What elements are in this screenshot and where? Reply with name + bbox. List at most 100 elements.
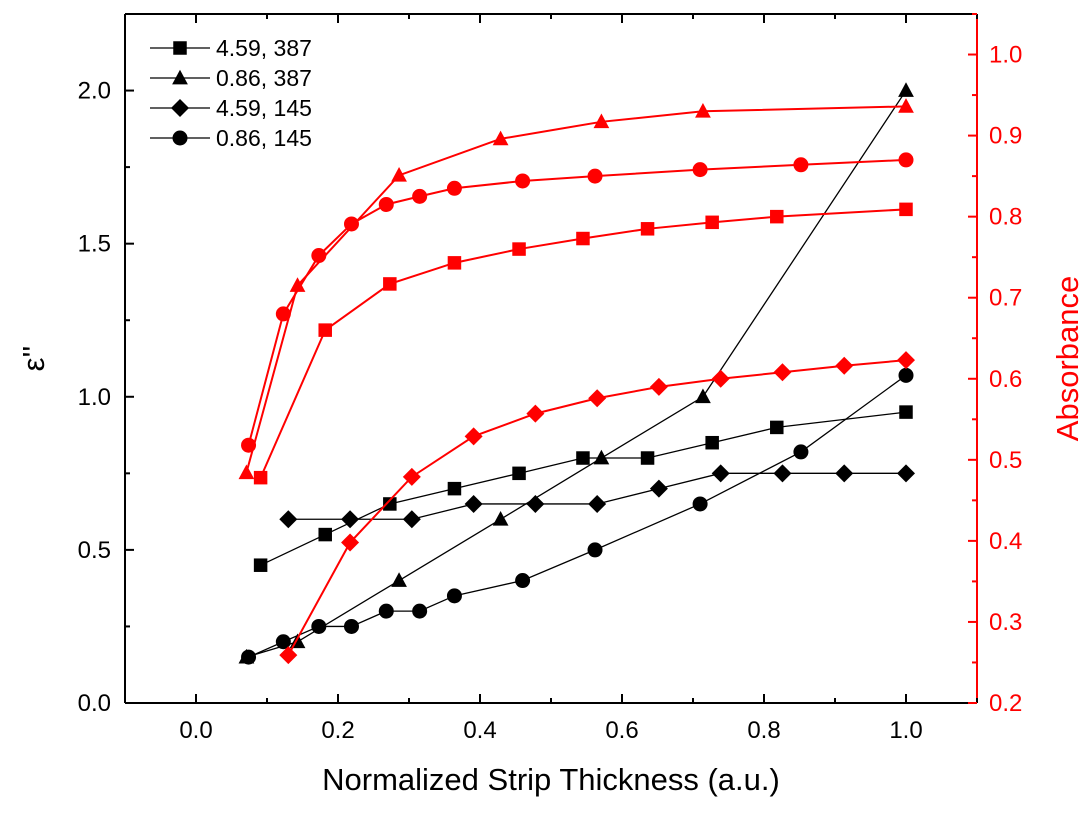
y-left-tick-label: 0.0 — [78, 690, 111, 717]
legend-marker — [171, 99, 189, 117]
legend-item: 4.59, 387 — [150, 35, 312, 61]
data-point — [640, 451, 655, 465]
legend-item: 0.86, 387 — [150, 65, 312, 91]
x-axis-title: Normalized Strip Thickness (a.u.) — [322, 762, 780, 797]
data-point — [275, 634, 291, 650]
data-point — [275, 306, 291, 322]
data-point — [402, 467, 421, 486]
data-point — [773, 363, 792, 382]
data-point — [897, 464, 915, 483]
legend-marker — [173, 41, 187, 55]
y-left-tick-label: 1.0 — [78, 384, 111, 411]
data-point — [835, 356, 854, 375]
data-point — [318, 323, 332, 337]
x-tick-label: 0.0 — [179, 717, 212, 744]
data-point — [898, 367, 914, 383]
legend-item: 4.59, 145 — [150, 95, 312, 121]
data-point — [343, 216, 359, 232]
data-point — [898, 152, 914, 168]
data-point — [640, 222, 655, 236]
data-point — [695, 388, 711, 404]
legend-label: 4.59, 145 — [216, 95, 312, 121]
data-point — [492, 130, 509, 146]
y-left-tick-label: 0.5 — [78, 537, 111, 564]
data-point — [378, 196, 394, 212]
data-point — [692, 496, 708, 512]
data-point — [692, 162, 708, 178]
series-epsilon-diamond — [279, 464, 915, 529]
data-point — [447, 256, 462, 270]
data-point — [587, 168, 603, 184]
data-point — [515, 573, 531, 589]
data-point — [793, 444, 809, 460]
x-tick-label: 0.2 — [321, 717, 354, 744]
legend-marker — [172, 69, 188, 85]
series-line — [259, 208, 907, 479]
data-point — [446, 588, 462, 604]
data-point — [412, 188, 428, 204]
data-point — [402, 510, 421, 529]
axes: 0.0 0.2 0.4 0.6 0.8 1.0 0.0 0.5 1.0 1.5 2.0 0.2 0.3 0… — [78, 13, 1022, 744]
data-point — [464, 494, 483, 513]
y-right-tick-label: 0.7 — [989, 285, 1022, 312]
data-point — [279, 510, 298, 529]
x-tick-label: 0.6 — [605, 717, 638, 744]
data-point — [588, 389, 607, 408]
data-point — [378, 603, 394, 619]
data-point — [241, 649, 257, 665]
series-epsilon-triangle — [238, 82, 914, 664]
legend: 4.59, 387 0.86, 387 4.59, 145 0.86, 145 — [150, 35, 312, 151]
data-point — [649, 377, 668, 396]
data-point — [241, 437, 257, 453]
data-point — [341, 533, 360, 552]
y-axis-left-title: ε'' — [16, 346, 51, 372]
y-right-tick-label: 0.5 — [989, 447, 1022, 474]
data-point — [412, 603, 428, 619]
data-point — [391, 167, 407, 182]
y-right-tick-label: 0.6 — [989, 366, 1022, 393]
y-axis-right-title: Absorbance — [1050, 276, 1085, 441]
data-point — [587, 542, 603, 558]
data-point — [311, 248, 327, 264]
y-left-tick-label: 1.5 — [78, 231, 111, 258]
data-point — [289, 277, 306, 292]
legend-marker — [172, 130, 188, 146]
data-point — [512, 466, 526, 481]
series-absorbance-diamond — [279, 351, 915, 665]
data-point — [649, 479, 668, 498]
data-point — [238, 464, 255, 480]
data-point — [898, 98, 914, 113]
y-right-tick-label: 0.8 — [989, 204, 1022, 231]
series-absorbance-triangle — [238, 98, 914, 480]
data-point — [318, 527, 332, 542]
data-point — [835, 464, 854, 483]
legend-item: 0.86, 145 — [150, 125, 312, 151]
legend-label: 4.59, 387 — [216, 35, 312, 61]
data-point — [705, 435, 719, 450]
y-right-tick-label: 0.2 — [989, 690, 1022, 717]
data-point — [898, 82, 914, 97]
data-point — [793, 157, 809, 173]
y-right-tick-label: 0.9 — [989, 123, 1022, 150]
data-point — [770, 209, 784, 224]
data-point — [341, 510, 360, 529]
series-epsilon-circle — [241, 367, 914, 665]
data-point — [515, 173, 531, 189]
data-point — [526, 494, 545, 513]
data-point — [899, 405, 913, 419]
y-right-tick-label: 1.0 — [989, 42, 1022, 69]
y-right-tick-label: 0.4 — [989, 528, 1022, 555]
data-point — [383, 497, 397, 511]
data-point — [576, 451, 590, 465]
series-absorbance-square — [253, 202, 913, 485]
data-point — [383, 277, 397, 291]
x-tick-label: 0.8 — [747, 717, 780, 744]
data-point — [311, 618, 327, 634]
data-point — [526, 404, 545, 423]
data-point — [253, 558, 268, 572]
data-point — [711, 464, 730, 483]
data-point — [447, 481, 462, 496]
data-point — [343, 618, 359, 634]
data-point — [593, 113, 610, 129]
